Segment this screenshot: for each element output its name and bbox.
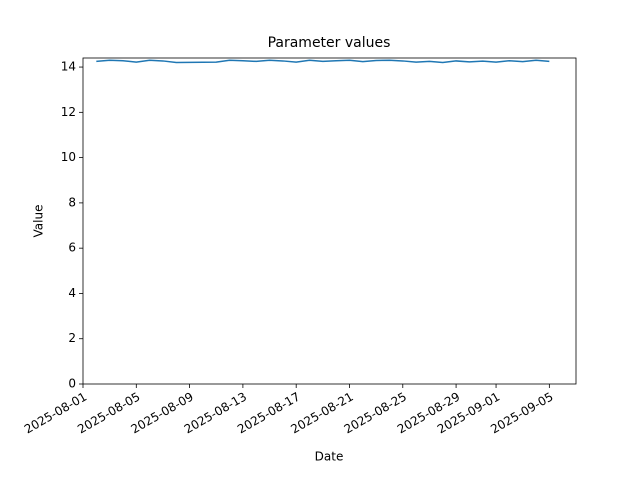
y-tick-label: 14 xyxy=(61,60,76,74)
x-axis-label: Date xyxy=(315,450,344,464)
y-tick-label: 2 xyxy=(68,331,76,345)
y-axis-label: Value xyxy=(32,205,46,238)
chart-title: Parameter values xyxy=(268,35,391,51)
y-tick-label: 8 xyxy=(68,195,76,209)
y-tick-label: 4 xyxy=(68,286,76,300)
data-line xyxy=(96,59,550,64)
y-tick-label: 12 xyxy=(61,105,76,119)
plot-frame xyxy=(82,57,577,385)
y-tick-label: 0 xyxy=(68,377,76,391)
y-tick-label: 10 xyxy=(61,150,76,164)
y-tick-label: 6 xyxy=(68,241,76,255)
